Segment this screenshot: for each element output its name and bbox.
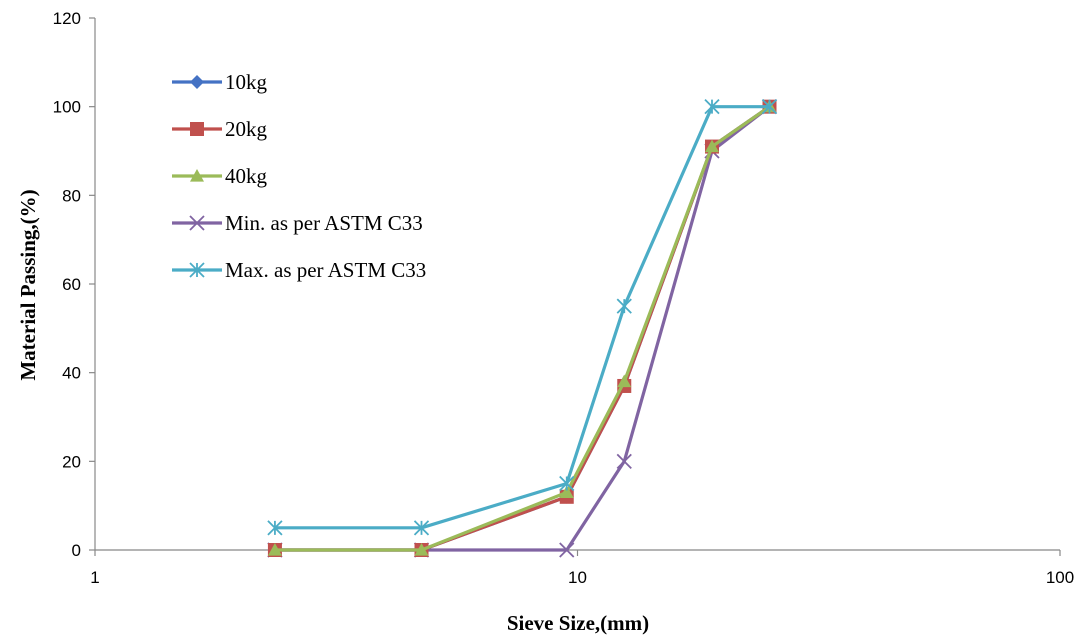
series-line	[274, 105, 771, 552]
series-layer	[267, 99, 778, 558]
legend-marker	[190, 75, 204, 89]
legend-label: Max. as per ASTM C33	[225, 258, 426, 282]
y-tick-label: 100	[53, 98, 81, 117]
x-tick-label: 10	[568, 568, 587, 587]
data-point	[559, 542, 575, 558]
data-point	[761, 99, 778, 115]
x-tick-label: 100	[1046, 568, 1074, 587]
data-point	[267, 520, 283, 536]
y-tick-label: 40	[62, 364, 81, 383]
y-tick-label: 120	[53, 9, 81, 28]
legend-item: Min. as per ASTM C33	[172, 211, 423, 235]
series-3	[267, 99, 777, 556]
y-tick-label: 20	[62, 452, 81, 471]
x-tick-label: 1	[90, 568, 99, 587]
series-2	[267, 99, 777, 557]
data-point	[413, 520, 430, 536]
data-point	[414, 543, 429, 556]
data-point	[559, 485, 574, 498]
x-axis-title: Sieve Size,(mm)	[507, 611, 649, 635]
legend-marker	[189, 262, 205, 278]
legend-label: 10kg	[225, 70, 268, 94]
data-point	[617, 374, 632, 388]
legend: 10kg 20kg 40kg Min. as per ASTM C33 Max. as …	[172, 70, 426, 282]
y-tick-label: 0	[72, 541, 81, 560]
y-tick-label: 80	[62, 186, 81, 205]
legend-item: 40kg	[172, 164, 268, 188]
legend-label: 20kg	[225, 117, 268, 141]
series-line	[274, 105, 770, 530]
data-point	[616, 453, 632, 469]
legend-label: Min. as per ASTM C33	[225, 211, 423, 235]
data-point	[559, 475, 575, 492]
data-point	[704, 139, 719, 153]
y-axis-title: Material Passing,(%)	[16, 189, 40, 380]
data-point	[267, 543, 282, 556]
series-1	[267, 99, 777, 557]
series-4	[267, 99, 778, 558]
legend-label: 40kg	[225, 164, 268, 188]
data-point	[616, 298, 632, 314]
series-line	[274, 105, 771, 552]
y-tick-label: 60	[62, 275, 81, 294]
series-line	[274, 105, 771, 552]
legend-item: Max. as per ASTM C33	[172, 258, 426, 282]
legend-marker	[190, 169, 204, 182]
legend-marker	[189, 215, 205, 231]
data-point	[704, 99, 720, 115]
legend-marker	[190, 122, 204, 136]
legend-item: 10kg	[172, 70, 268, 94]
series-line	[274, 105, 771, 552]
series-5	[267, 99, 778, 536]
legend-item: 20kg	[172, 117, 268, 141]
